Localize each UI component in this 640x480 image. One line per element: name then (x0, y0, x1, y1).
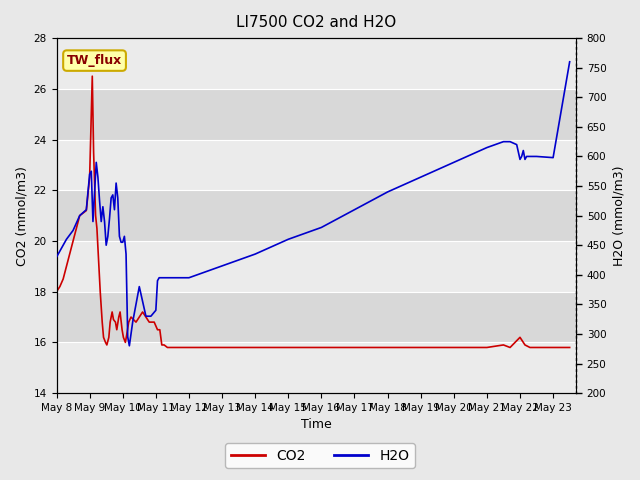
Bar (56, 342, 576, 393)
Legend: CO2, H2O: CO2, H2O (225, 443, 415, 468)
Bar (56, 241, 576, 292)
Text: TW_flux: TW_flux (67, 54, 122, 67)
Y-axis label: H2O (mmol/m3): H2O (mmol/m3) (612, 166, 625, 266)
Bar (56, 38, 576, 89)
X-axis label: Time: Time (301, 419, 332, 432)
Y-axis label: CO2 (mmol/m3): CO2 (mmol/m3) (15, 166, 28, 265)
Bar (56, 89, 576, 140)
Bar (56, 190, 576, 241)
Bar (56, 140, 576, 190)
Title: LI7500 CO2 and H2O: LI7500 CO2 and H2O (236, 15, 397, 30)
Bar (56, 292, 576, 342)
